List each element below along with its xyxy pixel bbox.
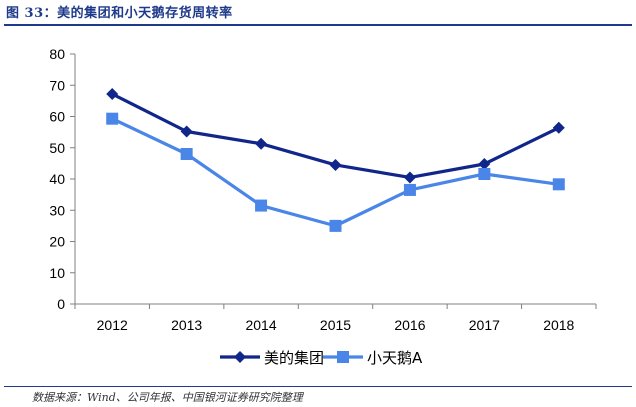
y-tick-label: 0 [57,296,65,312]
y-tick-label: 50 [49,140,65,156]
y-tick-label: 60 [49,109,65,125]
x-tick-label: 2017 [469,317,500,333]
data-point [255,199,268,212]
source-note: 数据来源：Wind、公司年报、中国银河证券研究院整理 [32,391,303,404]
figure-title: 图 33：美的集团和小天鹅存货周转率 [6,6,233,21]
data-point [106,112,119,125]
legend-marker [337,351,349,363]
x-tick-label: 2016 [394,317,425,333]
data-point [478,158,491,170]
series-2 [106,112,565,232]
y-tick-label: 30 [49,202,65,218]
chart-axes: 0 10 20 30 40 50 60 70 80 2012 2013 2014 2015 2016 201… [49,46,597,333]
data-point [180,148,193,160]
y-tick-label: 10 [49,265,65,281]
legend-label: 美的集团 [264,349,324,367]
x-tick-label: 2014 [245,317,276,333]
data-point [180,125,193,138]
y-tick-label: 70 [49,77,65,93]
y-tick-label: 40 [49,171,65,187]
legend-marker [234,351,246,363]
x-tick-label: 2015 [320,317,351,333]
series-layer [106,88,565,232]
data-point [329,219,342,232]
data-point [478,168,491,180]
data-point [403,183,416,196]
data-point [552,178,565,191]
footer-rule [4,386,632,387]
legend-label: 小天鹅A [367,349,423,367]
y-tick-label: 80 [49,46,65,62]
series-line [111,117,560,228]
data-point [329,158,342,171]
data-point [106,88,119,100]
x-tick-label: 2013 [171,317,202,333]
data-point [255,137,268,150]
legend: 美的集团 小天鹅A [220,349,423,367]
data-point [403,171,416,184]
y-tick-label: 20 [49,234,65,250]
data-point [552,121,565,134]
title-rule [4,24,632,26]
x-tick-label: 2012 [97,317,128,333]
x-tick-label: 2018 [543,317,574,333]
series-1 [106,88,565,184]
